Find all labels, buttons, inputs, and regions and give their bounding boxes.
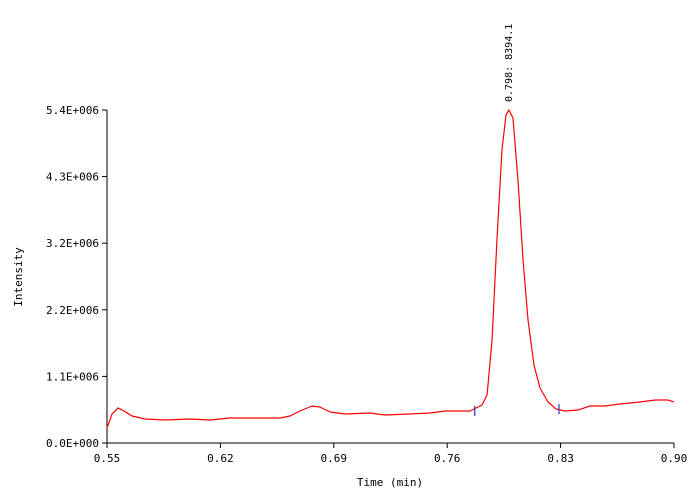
y-tick-label: 2.2E+006 (46, 304, 99, 317)
x-tick-label: 0.83 (547, 452, 574, 465)
x-axis-label: Time (min) (357, 476, 423, 489)
peak-annotation: 0.798: 8394.1 (504, 24, 515, 102)
data-line (106, 109, 675, 429)
y-tick-label: 3.2E+006 (46, 237, 99, 250)
y-tick-label: 0.0E+000 (46, 437, 99, 450)
x-tick-label: 0.90 (661, 452, 688, 465)
y-axis-label: Intensity (12, 247, 25, 307)
x-tick-label: 0.76 (434, 452, 461, 465)
y-tick-label: 5.4E+006 (46, 104, 99, 117)
x-tick-label: 0.62 (207, 452, 234, 465)
y-tick-label: 1.1E+006 (46, 370, 99, 383)
x-tick-label: 0.55 (94, 452, 121, 465)
x-tick-label: 0.69 (321, 452, 348, 465)
y-tick-label: 4.3E+006 (46, 171, 99, 184)
